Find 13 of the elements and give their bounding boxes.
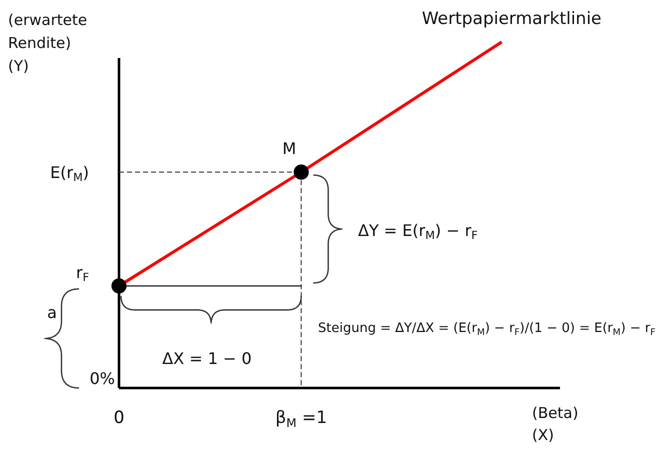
text: r$_{F}$ [76, 262, 89, 284]
x-tick-label: β$_{M}$ =1 [275, 408, 328, 430]
annotation: Steigung = ΔY/ΔX = (E(r$_{M}$) − r$_{F}$)/(1 − 0) = E(r$_{M}$) − r$_{F}$ [318, 321, 656, 338]
text: 0% [90, 369, 115, 388]
series-label: Wertpapiermarktlinie [422, 9, 602, 29]
annotation: M [282, 139, 296, 158]
text: E(r$_{M}$) [50, 163, 89, 184]
x-tick-label: 0 [114, 408, 124, 428]
annotation: ΔY = E(r$_{M}$) − r$_{F}$ [358, 221, 478, 242]
text: a [47, 303, 57, 322]
x-axis-title: (Beta) (X) [532, 404, 578, 444]
annotation: ΔX = 1 − 0 [162, 349, 252, 368]
y-axis-title: (erwartete Rendite) (Y) [8, 11, 88, 75]
